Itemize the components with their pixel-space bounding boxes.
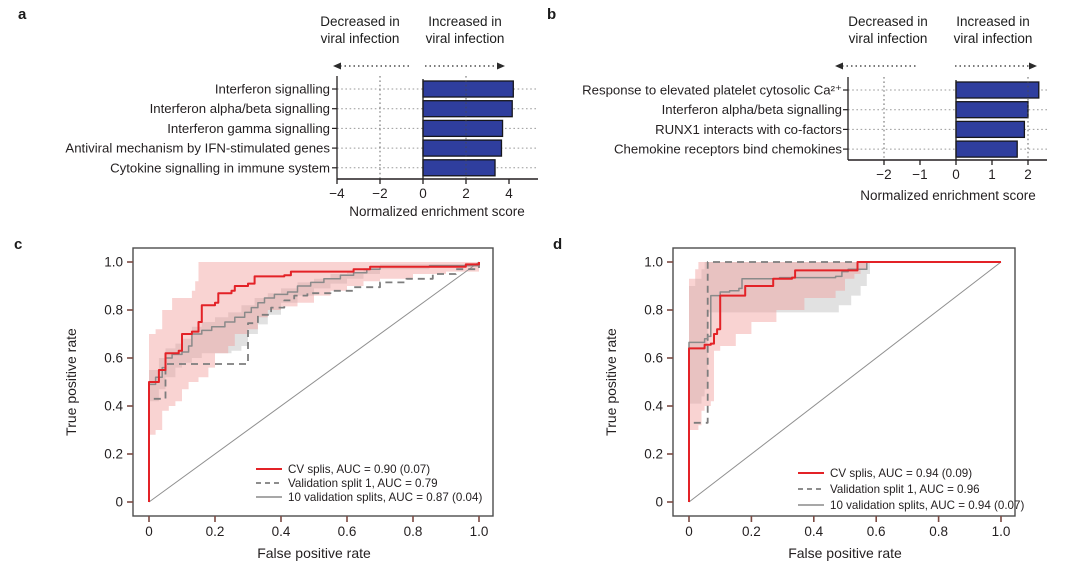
y-tick-label: 0.4 xyxy=(104,399,123,414)
x-tick-label: 0.4 xyxy=(272,524,291,539)
x-tick-label: 0.2 xyxy=(742,524,761,539)
category-label: Chemokine receptors bind chemokines xyxy=(614,142,842,157)
x-tick-label: 0.4 xyxy=(804,524,823,539)
bar-3 xyxy=(422,139,503,157)
y-tick-label: 0 xyxy=(655,495,663,510)
x-tick-label: −2 xyxy=(372,186,387,201)
x-tick-label: −1 xyxy=(912,167,927,182)
panel-c-chart: 0 0 0.2 0.2 0.4 0.4 0.6 0.6 0.8 0.8 1.0 1.0 False po… xyxy=(0,230,540,578)
panel-b-chart: Response to elevated platelet cytosolic … xyxy=(540,0,1080,230)
roc-curve-1 xyxy=(148,262,480,502)
y-tick-label: 0.4 xyxy=(644,399,663,414)
legend-entry-label: Validation split 1, AUC = 0.79 xyxy=(288,477,438,490)
x-axis-title: False positive rate xyxy=(788,545,902,561)
x-tick-label: −4 xyxy=(329,186,345,201)
panel-b-label: b xyxy=(547,6,557,23)
panel-c-label: c xyxy=(14,236,23,253)
roc-curve-0 xyxy=(148,262,480,502)
bar-chart-panel-a: Interferon signalling Interferon alpha/be… xyxy=(65,62,538,219)
category-label: Interferon signalling xyxy=(215,82,330,97)
legend-entry-label: CV splis, AUC = 0.90 (0.07) xyxy=(288,463,430,476)
bar-3 xyxy=(955,140,1018,158)
annotation-arrowhead-left xyxy=(835,62,843,70)
category-label: Cytokine signalling in immune system xyxy=(110,160,330,175)
y-tick-label: 0.2 xyxy=(644,447,663,462)
x-axis-title: False positive rate xyxy=(257,545,371,561)
legend-entry-label: 10 validation splits, AUC = 0.94 (0.07) xyxy=(830,499,1024,512)
y-tick-label: 1.0 xyxy=(644,255,663,270)
bar-2 xyxy=(422,119,504,138)
panel-d-chart: 0 0 0.2 0.2 0.4 0.4 0.6 0.6 0.8 0.8 1.0 1.0 False po… xyxy=(540,230,1080,578)
category-label: Response to elevated platelet cytosolic … xyxy=(582,83,842,98)
x-axis-title: Normalized enrichment score xyxy=(349,204,525,219)
x-tick-label: 0 xyxy=(685,524,693,539)
roc-chart-panel-c: 0 0 0.2 0.2 0.4 0.4 0.6 0.6 0.8 0.8 1.0 1.0 False po… xyxy=(63,247,494,561)
y-tick-label: 1.0 xyxy=(104,255,123,270)
x-tick-label: 0 xyxy=(952,167,960,182)
y-tick-label: 0.6 xyxy=(104,351,123,366)
x-tick-label: 0.6 xyxy=(338,524,357,539)
category-label: Interferon alpha/beta signalling xyxy=(662,102,842,117)
bar-0 xyxy=(955,81,1040,99)
x-tick-label: 1.0 xyxy=(992,524,1011,539)
y-tick-label: 0 xyxy=(115,495,123,510)
y-tick-label: 0.8 xyxy=(644,303,663,318)
roc-curve-0 xyxy=(688,261,1001,502)
plot-border xyxy=(672,247,1016,517)
y-axis-title: True positive rate xyxy=(603,328,619,436)
legend-entry-label: Validation split 1, AUC = 0.96 xyxy=(830,483,980,496)
confidence-band-cv-splis xyxy=(149,262,479,435)
panel-a-annotation-increased: Increased in viral infection xyxy=(425,14,505,47)
plot-border xyxy=(132,247,494,517)
legend-entry-label: CV splis, AUC = 0.94 (0.09) xyxy=(830,467,972,480)
x-tick-label: 2 xyxy=(1024,167,1032,182)
chance-diagonal-line xyxy=(148,261,480,503)
bar-2 xyxy=(955,120,1026,139)
x-tick-label: 0.8 xyxy=(404,524,423,539)
panel-b-annotation-increased: Increased in viral infection xyxy=(953,14,1033,47)
annotation-arrowhead-right xyxy=(497,62,505,70)
x-tick-label: 0 xyxy=(145,524,153,539)
bar-4 xyxy=(422,159,496,177)
panel-d-label: d xyxy=(553,236,563,253)
y-tick-label: 0.2 xyxy=(104,447,123,462)
panel-a-chart: Interferon signalling Interferon alpha/be… xyxy=(0,0,540,230)
bar-0 xyxy=(422,80,514,98)
x-tick-label: 2 xyxy=(462,186,470,201)
panel-b-annotation-decreased: Decreased in viral infection xyxy=(848,14,928,47)
y-axis-title: True positive rate xyxy=(63,328,79,436)
annotation-arrowhead-left xyxy=(333,62,341,70)
x-tick-label: 0.2 xyxy=(206,524,225,539)
annotation-arrowhead-right xyxy=(1029,62,1037,70)
category-label: RUNX1 interacts with co-factors xyxy=(655,122,842,137)
x-tick-label: 1.0 xyxy=(470,524,489,539)
category-label: Antiviral mechanism by IFN-stimulated ge… xyxy=(65,141,330,156)
bar-1 xyxy=(955,101,1029,119)
category-label: Interferon gamma signalling xyxy=(167,121,330,136)
y-tick-label: 0.8 xyxy=(104,303,123,318)
panel-a-annotation-decreased: Decreased in viral infection xyxy=(320,14,400,47)
x-axis-title: Normalized enrichment score xyxy=(860,188,1036,203)
roc-chart-panel-d: 0 0 0.2 0.2 0.4 0.4 0.6 0.6 0.8 0.8 1.0 1.0 False po… xyxy=(603,247,1024,561)
x-tick-label: −2 xyxy=(876,167,891,182)
category-label: Interferon alpha/beta signalling xyxy=(150,101,330,116)
bar-chart-panel-b: Response to elevated platelet cytosolic … xyxy=(582,62,1047,203)
x-tick-label: 0.8 xyxy=(929,524,948,539)
x-tick-label: 0.6 xyxy=(867,524,886,539)
confidence-band-10-validation-splits xyxy=(689,262,1001,404)
y-tick-label: 0.6 xyxy=(644,351,663,366)
x-tick-label: 4 xyxy=(505,186,513,201)
confidence-band-cv-splis xyxy=(689,262,1001,430)
confidence-band-10-validation-splits xyxy=(149,262,479,402)
legend-entry-label: 10 validation splits, AUC = 0.87 (0.04) xyxy=(288,491,482,504)
roc-curve-2 xyxy=(148,262,480,502)
panel-a-label: a xyxy=(18,6,27,23)
x-tick-label: 1 xyxy=(988,167,996,182)
bar-1 xyxy=(422,100,513,118)
chance-diagonal-line xyxy=(688,261,1002,503)
x-tick-label: 0 xyxy=(419,186,427,201)
